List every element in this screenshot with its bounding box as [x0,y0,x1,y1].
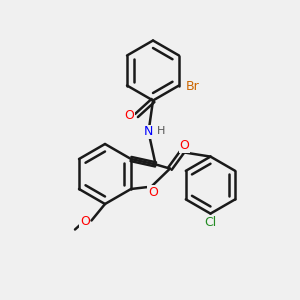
Text: Cl: Cl [204,215,217,229]
Text: O: O [179,139,189,152]
Text: O: O [124,109,134,122]
Text: O: O [80,214,90,228]
Text: H: H [157,126,165,136]
Text: N: N [144,125,153,139]
Text: O: O [148,185,158,199]
Text: Br: Br [186,80,200,94]
